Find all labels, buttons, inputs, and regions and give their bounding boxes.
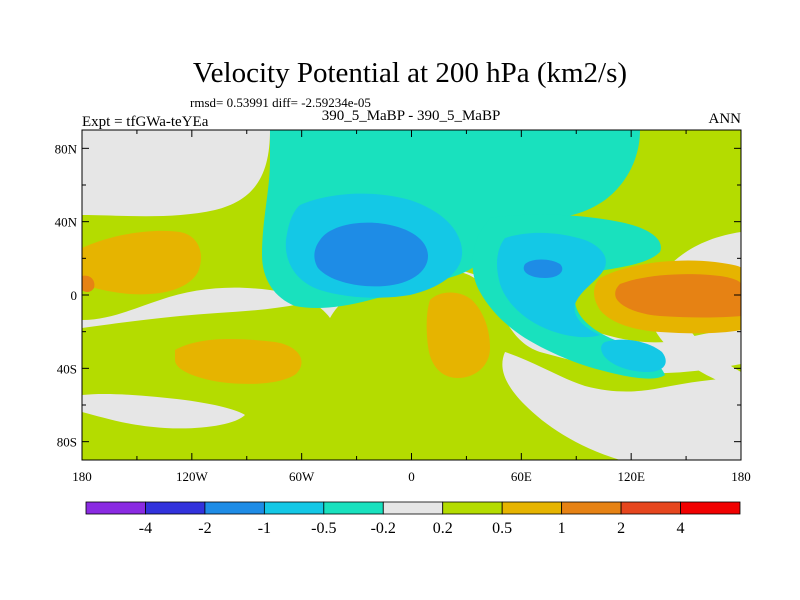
season-label: ANN <box>709 111 742 127</box>
lat-tick-label: 40N <box>55 215 78 230</box>
lon-tick-label: 120E <box>617 469 645 484</box>
dark-orange-east-asia <box>615 274 741 318</box>
colorbar-swatch <box>145 501 206 515</box>
blue-eastern-core <box>523 259 563 278</box>
contour-map <box>82 130 741 460</box>
colorbar-label: -0.5 <box>311 520 336 537</box>
colorbar-swatch <box>204 501 265 515</box>
colorbar-label: 0.5 <box>492 520 512 537</box>
colorbar-swatch <box>85 501 146 515</box>
lon-tick-label: 180 <box>731 469 751 484</box>
map-axes: 180 120W 60W 0 60E 120E 180 80N 40N 0 40S 80S <box>55 130 751 484</box>
chart-title: Velocity Potential at 200 hPa (km2/s) <box>193 57 627 89</box>
lat-tick-label: 0 <box>71 288 78 303</box>
lon-tick-label: 0 <box>408 469 415 484</box>
orange-south-pacific <box>175 339 302 384</box>
colorbar-swatch <box>263 501 325 515</box>
neutral-southwest-patch <box>82 393 245 429</box>
colorbar: -4 -2 -1 -0.5 -0.2 0.2 0.5 1 2 4 <box>85 501 741 537</box>
colorbar-label: -0.2 <box>371 520 396 537</box>
blue-atlantic-core <box>314 222 428 287</box>
colorbar-label: -1 <box>258 520 271 537</box>
colorbar-label: 1 <box>558 520 566 537</box>
colorbar-swatch <box>561 501 622 515</box>
orange-africa <box>426 292 490 378</box>
case-label: 390_5_MaBP - 390_5_MaBP <box>322 108 501 124</box>
colorbar-swatch <box>442 501 503 515</box>
lon-tick-label: 60E <box>511 469 532 484</box>
colorbar-label: 2 <box>617 520 625 537</box>
orange-west-pacific <box>82 230 201 295</box>
stats-label: rmsd= 0.53991 diff= -2.59234e-05 <box>190 95 371 110</box>
dark-orange-dateline <box>82 275 95 292</box>
lat-tick-label: 80S <box>57 435 77 450</box>
lon-tick-label: 180 <box>72 469 92 484</box>
lon-tick-label: 120W <box>176 469 209 484</box>
lat-tick-label: 40S <box>57 361 77 376</box>
cyan-eastern-region <box>497 232 606 338</box>
colorbar-label: -4 <box>139 520 152 537</box>
lon-tick-label: 60W <box>289 469 315 484</box>
colorbar-swatch <box>382 501 444 515</box>
colorbar-swatch <box>680 501 741 515</box>
colorbar-swatch <box>323 501 384 515</box>
lat-tick-label: 80N <box>55 141 78 156</box>
cyan-southeast-region <box>601 339 666 372</box>
colorbar-label: 0.2 <box>433 520 453 537</box>
neutral-northwest-patch <box>82 130 270 217</box>
colorbar-label: -2 <box>198 520 211 537</box>
experiment-label: Expt = tfGWa-teYEa <box>82 114 209 130</box>
colorbar-swatch <box>620 501 681 515</box>
colorbar-label: 4 <box>677 520 685 537</box>
neutral-south-patch <box>502 352 741 460</box>
colorbar-swatch <box>501 501 563 515</box>
